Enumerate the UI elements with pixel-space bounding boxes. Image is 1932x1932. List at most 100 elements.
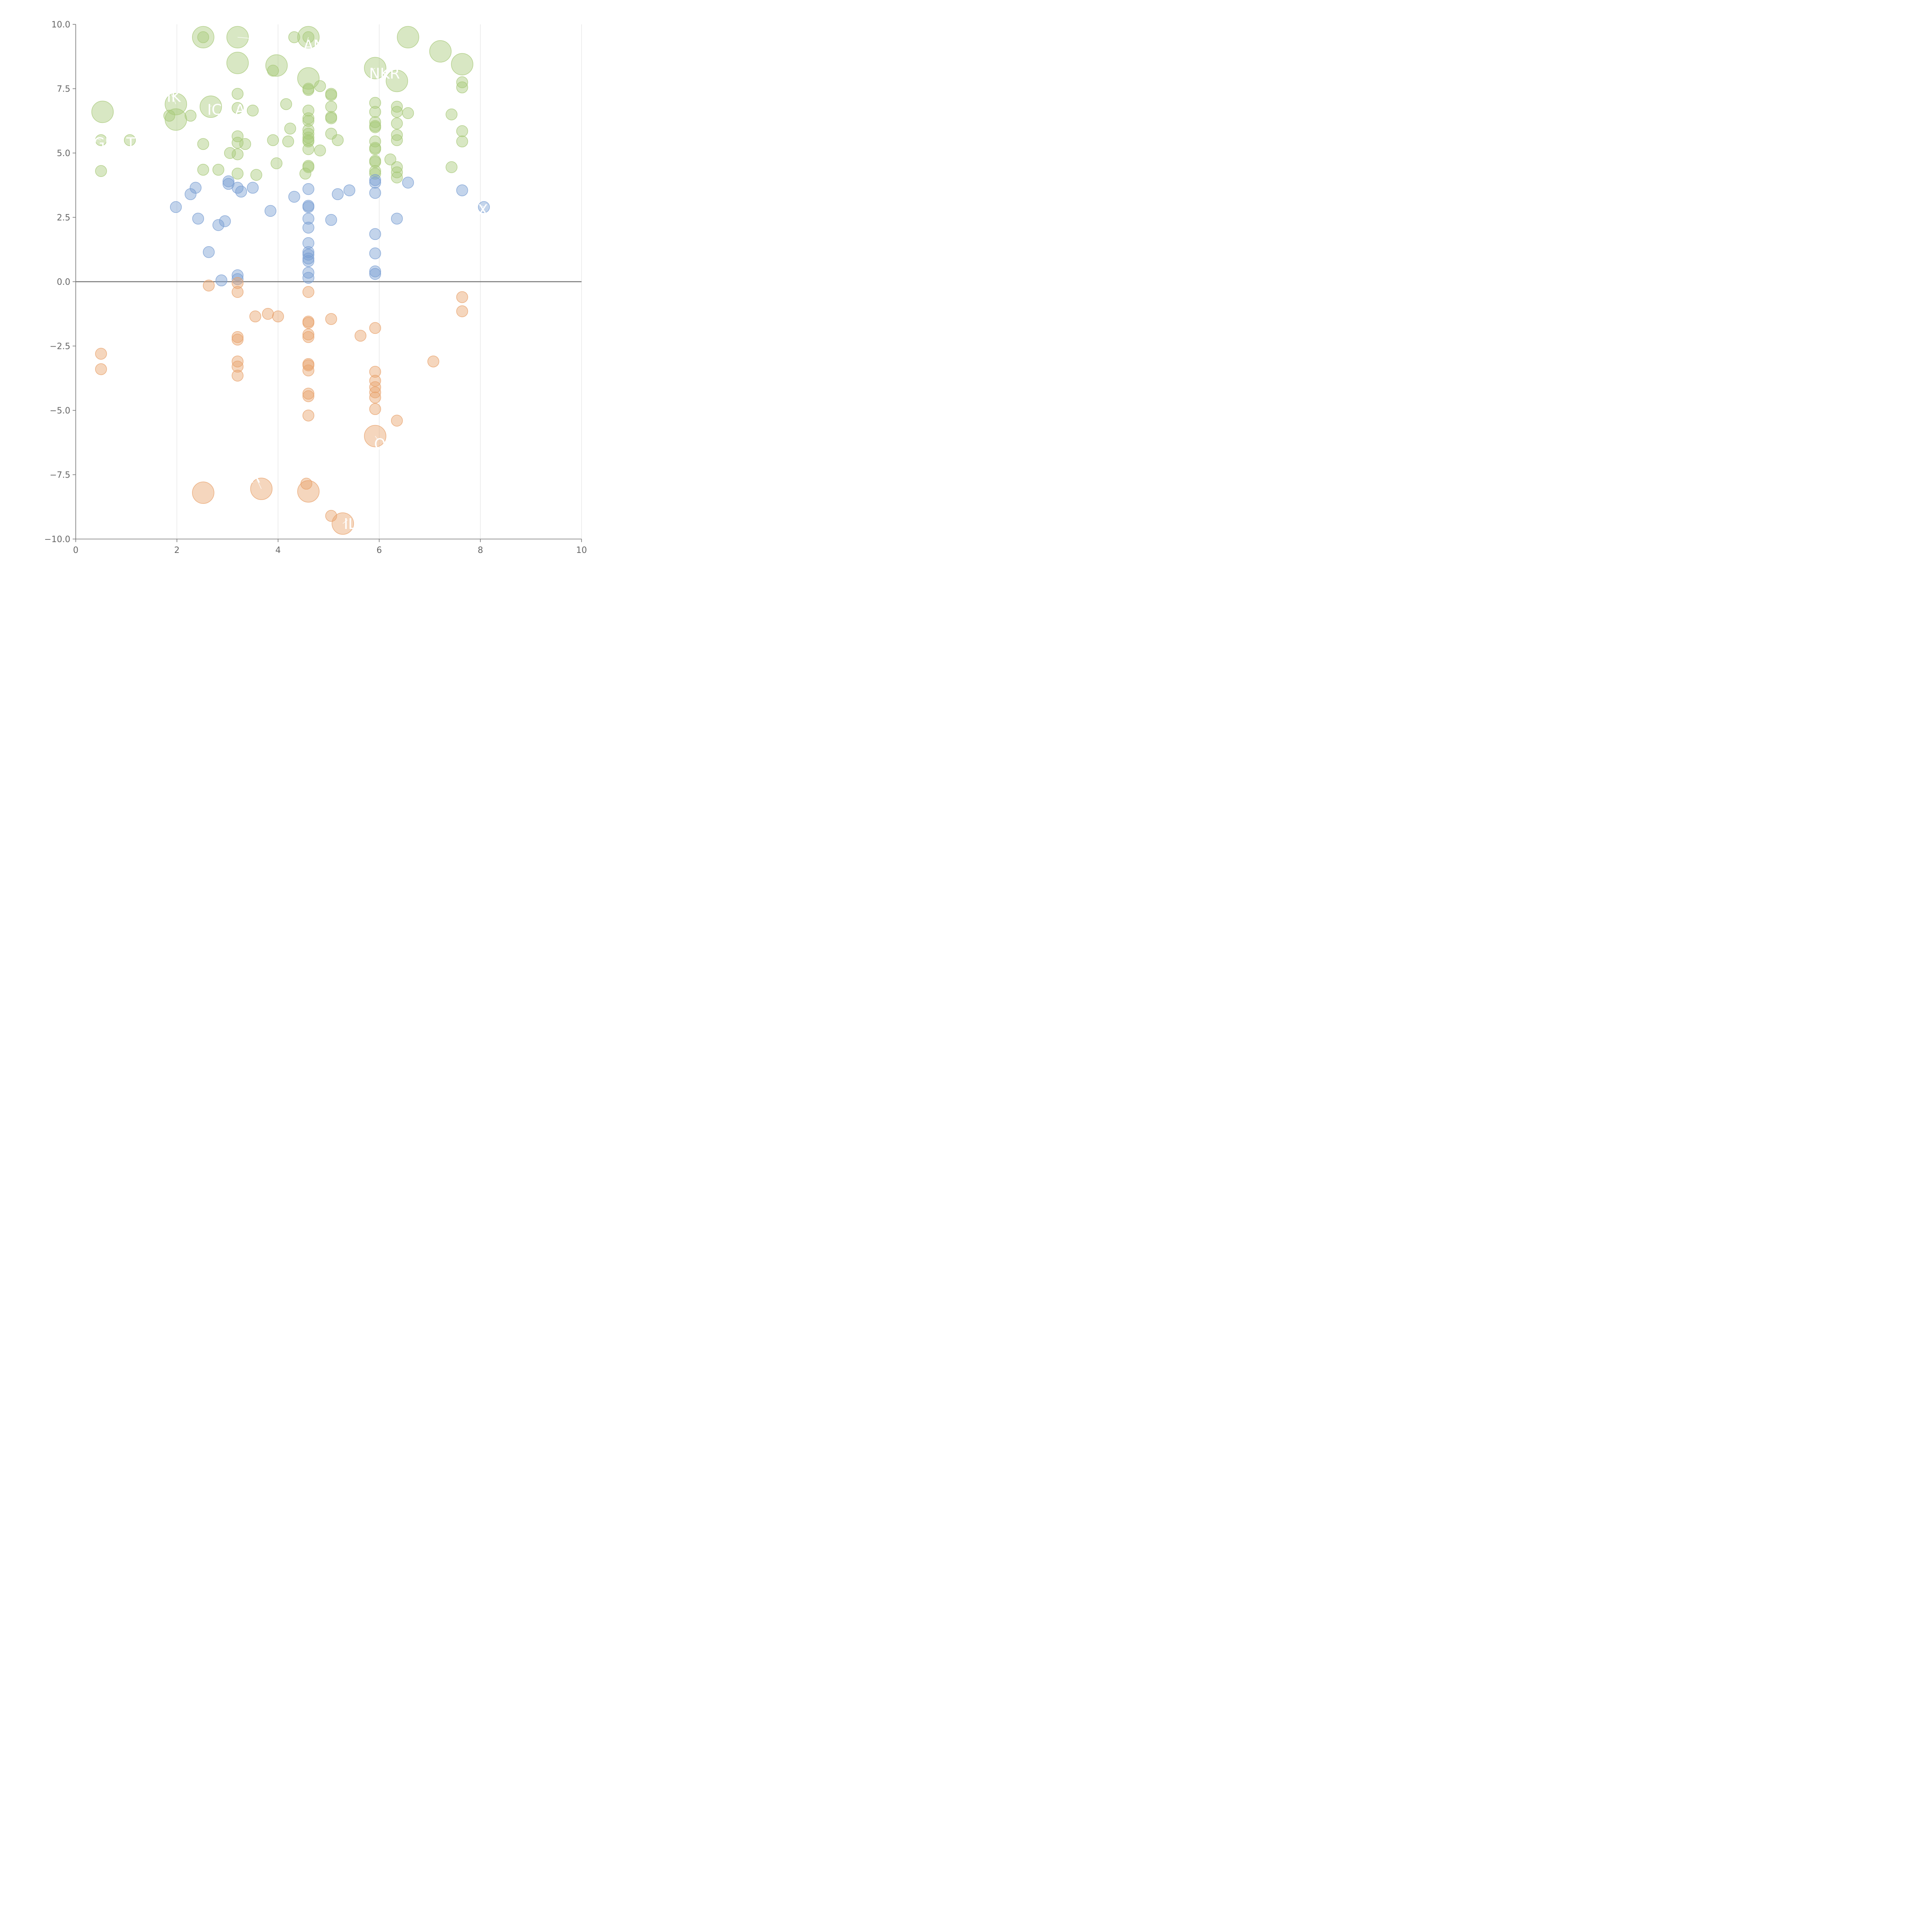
y-tick-label-8: −10.0 — [44, 535, 70, 544]
point-s0-87 — [391, 166, 403, 179]
point-s1-15 — [288, 190, 300, 203]
point-s2-23 — [231, 361, 244, 373]
point-labels: F AN NKR IK IC A GI T X O R IL — [94, 34, 488, 532]
point-s0-81 — [391, 161, 403, 173]
point-s2-3 — [302, 286, 315, 298]
point-s1-18 — [170, 201, 182, 213]
point-s0-92 — [391, 172, 403, 184]
point-s1-14 — [332, 188, 344, 200]
point-s1-27 — [302, 221, 315, 234]
point-s2-1 — [231, 277, 244, 289]
point-s2-4 — [456, 291, 468, 303]
point-s0-80 — [302, 161, 315, 173]
point-s0-36 — [402, 107, 414, 119]
point-s0-29 — [391, 100, 403, 113]
point-s0-33 — [247, 104, 259, 117]
point-label-4: IC — [207, 101, 222, 118]
point-s2-32 — [302, 390, 315, 402]
point-s0-24 — [231, 88, 244, 100]
point-s1-17 — [302, 201, 315, 213]
point-s1-2 — [369, 174, 381, 186]
point-s0-55 — [302, 131, 315, 144]
point-s2-42 — [325, 510, 337, 522]
point-s2-31 — [302, 388, 315, 400]
x-tick-label-5: 10 — [576, 546, 587, 555]
point-s1-30 — [302, 246, 315, 258]
point-s2-29 — [369, 381, 381, 393]
point-s0-42 — [302, 112, 315, 124]
point-s0-6 — [265, 54, 288, 77]
point-s1-25 — [219, 215, 231, 227]
data-points — [91, 26, 490, 535]
point-s0-48 — [284, 122, 296, 134]
point-s0-74 — [231, 148, 244, 160]
y-axis-ticks: 10.0 7.5 5.0 2.5 0.0 −2.5 −5.0 −7.5 −10.0 — [44, 20, 76, 544]
x-tick-label-4: 8 — [478, 546, 483, 555]
point-s1-26 — [212, 219, 224, 231]
point-label-6: GI — [94, 134, 109, 151]
point-s0-18 — [267, 65, 279, 77]
point-s1-24 — [325, 214, 337, 226]
point-s2-0 — [203, 279, 215, 292]
label-leader-1 — [307, 37, 309, 41]
point-s0-91 — [250, 169, 262, 181]
point-s1-12 — [369, 187, 381, 199]
y-tick-label-0: 10.0 — [51, 20, 70, 30]
point-s0-75 — [384, 153, 396, 165]
y-tick-label-3: 2.5 — [57, 213, 70, 223]
x-tick-label-2: 4 — [276, 546, 281, 555]
point-s2-14 — [354, 330, 367, 342]
point-s0-68 — [197, 138, 209, 150]
point-s1-13 — [184, 188, 197, 200]
point-s0-84 — [212, 164, 224, 176]
point-s0-47 — [369, 121, 381, 133]
point-s1-5 — [189, 182, 202, 194]
point-s1-1 — [223, 178, 235, 190]
point-s0-59 — [267, 134, 279, 146]
point-s1-4 — [402, 177, 414, 189]
axes: 0 2 4 6 8 10 10.0 7.5 5.0 2.5 0.0 −2.5 −5.0 −7.5 −10.… — [44, 20, 587, 555]
point-s0-28 — [369, 97, 381, 109]
point-s2-33 — [369, 391, 381, 403]
point-s2-17 — [231, 333, 244, 346]
point-s1-6 — [231, 182, 244, 194]
point-s0-89 — [299, 168, 311, 180]
point-s0-73 — [224, 147, 236, 159]
point-s0-85 — [369, 165, 381, 177]
point-s1-7 — [247, 182, 259, 194]
point-s0-13 — [91, 100, 114, 123]
point-label-8: X — [478, 202, 488, 219]
point-s1-10 — [456, 184, 468, 196]
point-s2-15 — [302, 331, 315, 343]
point-s1-8 — [302, 183, 315, 195]
point-s2-13 — [302, 328, 315, 340]
point-s0-78 — [270, 157, 282, 169]
point-s0-37 — [163, 110, 175, 122]
point-s0-65 — [282, 135, 294, 148]
y-tick-label-6: −5.0 — [50, 406, 70, 416]
point-s0-38 — [184, 110, 197, 122]
scatter-chart: F AN NKR IK IC A GI T X O R IL 0 2 4 6 8 10 10.0 7.5 5.0 2.… — [44, 20, 587, 555]
point-label-3: IK — [167, 88, 181, 105]
point-s2-40 — [297, 480, 320, 503]
point-s1-20 — [264, 205, 277, 217]
point-s0-5 — [226, 52, 249, 74]
point-s0-70 — [369, 143, 381, 155]
point-s0-54 — [231, 130, 244, 142]
point-s1-3 — [369, 177, 381, 189]
point-s0-51 — [325, 128, 337, 140]
point-s2-19 — [231, 355, 244, 367]
point-s0-25 — [456, 76, 468, 88]
point-s1-42 — [215, 274, 228, 286]
point-s0-83 — [197, 164, 209, 176]
point-s0-90 — [369, 168, 381, 180]
point-s0-21 — [314, 80, 326, 92]
point-s1-36 — [369, 265, 381, 277]
point-s1-40 — [302, 272, 315, 284]
point-label-5: A — [235, 101, 245, 118]
point-s2-24 — [95, 363, 107, 375]
point-s0-16 — [288, 31, 300, 43]
point-s0-66 — [231, 137, 244, 149]
label-leader-2 — [372, 68, 376, 70]
point-s0-15 — [197, 31, 209, 43]
